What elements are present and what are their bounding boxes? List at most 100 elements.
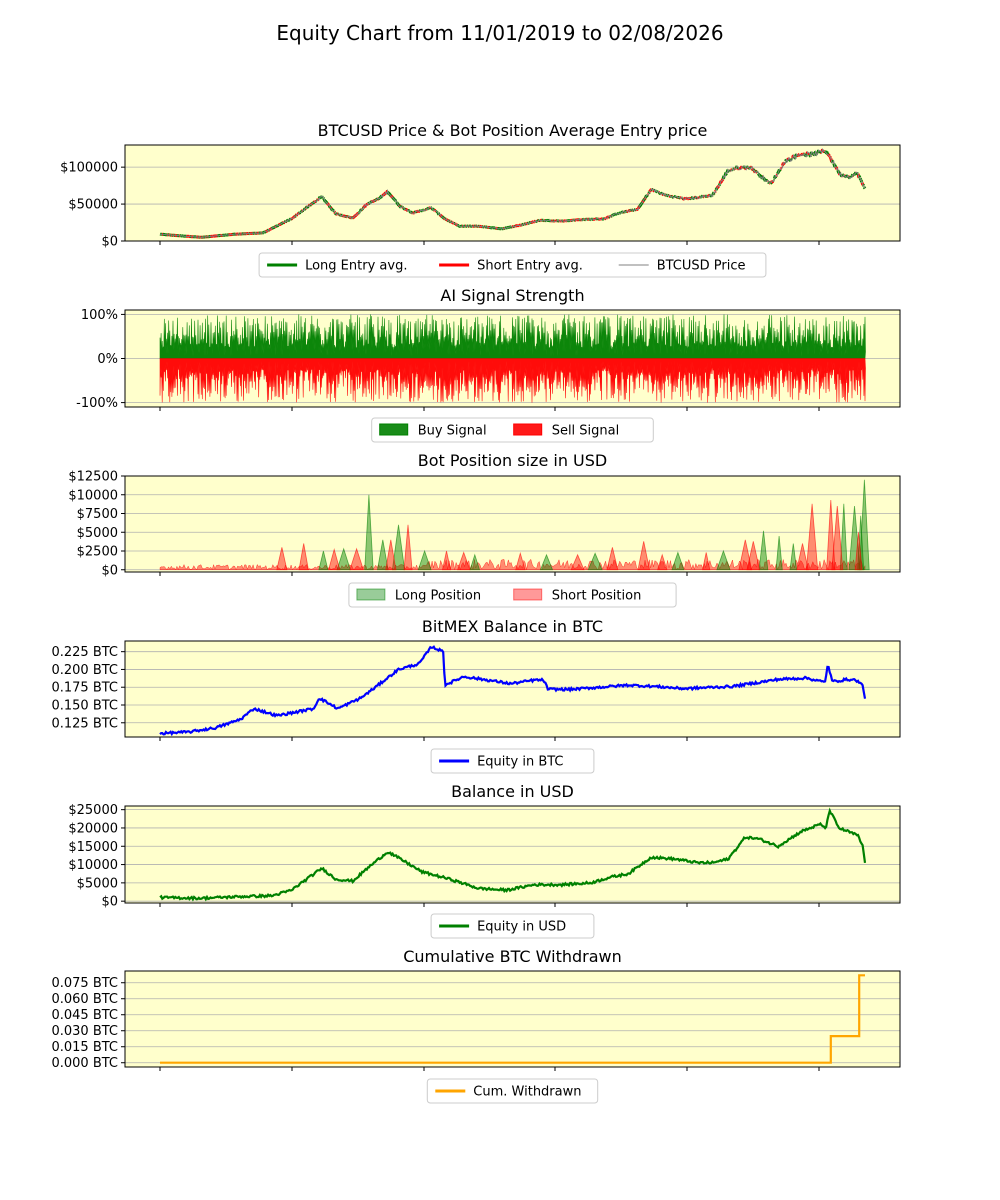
legend-swatch [513,423,543,436]
short-position-spike [298,543,309,571]
y-tick-label: 0.175 BTC [51,681,118,696]
short-position-spike [349,547,364,571]
series-group [159,479,870,571]
short-position-spike [276,547,288,571]
series-group [159,645,867,737]
legend-box [426,1078,599,1104]
short-position-spike [805,503,819,571]
axes-frame [124,640,901,738]
legend-box [258,252,767,278]
series-group [160,974,865,1064]
series-group [159,147,867,239]
axes-frame [124,970,901,1068]
chart-title: BTCUSD Price & Bot Position Average Entr… [318,121,708,140]
short-position-noise [159,558,866,571]
y-tick-label: $100000 [60,161,118,176]
short-position-spike [746,541,761,571]
legend-swatch [513,588,543,601]
long-position-spike [859,479,870,571]
legend-label: Long Entry avg. [305,259,407,274]
short-position-spike [403,524,413,571]
chart-panel: Bot Position size in USD $0 $2500 $5000 $750… [68,451,901,608]
long-position-spike [587,552,603,571]
plot-area [125,476,900,572]
y-tick-label: 0.060 BTC [51,992,118,1007]
y-tick-label: $0 [101,563,118,578]
legend-label: Short Entry avg. [477,259,583,274]
short-position-spike [702,552,711,571]
legend-label: Buy Signal [418,424,487,439]
axes-frame [124,475,901,573]
long-position-spike [775,535,783,571]
legend-box [371,417,654,443]
legend-label: Equity in BTC [477,755,563,770]
sell-signal-area [159,358,866,403]
legend: Equity in BTC [430,748,595,774]
legend: Long Position Short Position [348,582,677,608]
y-tick-label: 0.045 BTC [51,1008,118,1023]
long-position-spike [364,494,374,571]
legend: Cum. Withdrawn [426,1078,599,1104]
long-position-spike [377,539,389,571]
long-position-spike [758,530,769,571]
y-tick-label: $7500 [77,507,118,522]
short-position-spike [657,553,668,571]
buy-signal-area [159,314,866,359]
axes-frame [124,144,901,242]
plot-area [125,971,900,1067]
chart-panel: Balance in USD $0 $5000 $10000 $15000 $20000 $… [68,782,901,939]
y-tick-label: 0.000 BTC [51,1056,118,1071]
legend-swatch [379,423,409,436]
short-position-spike [457,551,471,571]
short-position-spike [637,541,650,571]
short-position-spike [385,539,397,571]
chart-panel: AI Signal Strength -100% 0% 100% Buy Signal S… [76,286,901,443]
legend-box [348,582,677,608]
series-group [159,807,867,902]
long-position-spike [671,551,685,571]
legend-label: BTCUSD Price [657,259,746,274]
chart-title: Bot Position size in USD [418,451,607,470]
chart-title: Balance in USD [451,782,574,801]
axes-frame [124,309,901,408]
plot-area [125,806,900,903]
long-position-spike [716,549,731,571]
short-position-spike [606,547,619,571]
y-tick-label: $12500 [68,470,118,485]
long-position-spike [539,553,554,571]
short-position-spike [515,551,526,571]
legend: Buy Signal Sell Signal [371,417,654,443]
y-tick-label: 0.030 BTC [51,1024,118,1039]
btc-equity-line [159,645,867,737]
chart-title: BitMEX Balance in BTC [422,617,603,636]
short-position-spike [831,505,844,571]
long-position-spike [839,503,848,571]
short-position-spike [570,553,585,571]
y-tick-label: -100% [76,396,118,411]
chart-panel: BTCUSD Price & Bot Position Average Entr… [60,121,901,278]
legend-label: Cum. Withdrawn [473,1085,581,1100]
y-tick-label: $5000 [77,526,118,541]
y-tick-label: $15000 [68,840,118,855]
legend: Equity in USD [430,913,595,939]
legend-box [430,913,595,939]
y-tick-label: 0.200 BTC [51,663,118,678]
long-position-spike [336,547,351,571]
plot-area [125,641,900,737]
legend-box [430,748,595,774]
y-tick-label: $5000 [77,876,118,891]
withdrawn-line [160,974,865,1064]
y-tick-label: $0 [101,235,118,250]
y-tick-label: $50000 [68,198,118,213]
long-position-spike [391,524,406,571]
y-tick-label: 0.125 BTC [51,716,118,731]
series-group [159,314,866,403]
price-line [159,147,866,238]
short-position-spike [826,499,836,571]
y-tick-label: $10000 [68,488,118,503]
long-position-spike [789,543,798,571]
chart-title: Cumulative BTC Withdrawn [403,947,622,966]
y-tick-label: 0.225 BTC [51,645,118,660]
